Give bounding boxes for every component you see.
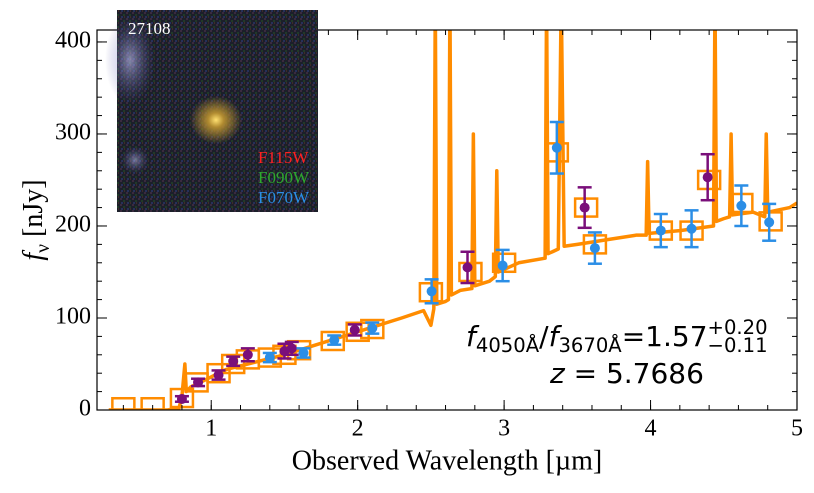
y-tick-label: 0 [79,396,91,422]
y-tick-label: 200 [55,211,91,237]
annotation-part: −0.11 [708,334,768,357]
model-photometry [345,321,370,343]
data-point [176,393,187,404]
y-tick-label: 400 [55,27,91,53]
inset-source [105,15,155,105]
model-photometry [140,396,165,410]
data-point [655,225,666,236]
annotation-part: z [549,357,566,390]
inset-filter-label: F090W [258,168,310,187]
annotation: f4050Å/f3670Å=1.57+0.20 −0.11 [466,316,768,357]
x-tick-label: 4 [645,416,657,442]
model-photometry [696,169,722,191]
x-tick-label: 2 [352,416,364,442]
model-photometry [491,252,517,274]
model-photometry [458,261,483,283]
y-tick-label: 300 [55,119,91,145]
inset-source [121,146,149,174]
data-point [589,243,600,254]
x-tick-label: 1 [205,416,217,442]
data-point [462,262,473,273]
data-point [686,223,697,234]
data-point [367,323,378,334]
x-tick-label: 5 [791,416,803,442]
plot-area [97,30,798,411]
model-photometry [111,396,136,410]
inset-id: 27108 [128,19,171,38]
data-point [579,202,590,213]
annotation-part: ν [33,244,54,253]
data-point [286,343,297,354]
annotation: z = 5.7686 [549,357,704,390]
y-axis-label: fν [nJy] [18,179,53,260]
data-point [349,324,360,335]
data-point [551,142,562,153]
annotation-part: / [539,320,549,353]
data-point [329,335,340,346]
model-photometry [320,330,346,352]
annotation-part: = 5.7686 [565,357,704,390]
data-point [193,377,204,388]
model-photometry [758,211,783,232]
inset-filter-label: F070W [258,188,310,207]
data-point [298,347,309,358]
inset-galaxy [190,96,242,144]
annotation-part: f [18,250,49,261]
annotation-part: 4050Å [476,334,540,357]
annotation-part: 3670Å [558,334,622,357]
data-layer [108,30,797,410]
data-point [264,352,275,363]
inset-filter-label: F115W [258,148,309,167]
annotation-part: [nJy] [18,179,49,244]
plot-frame [96,29,798,411]
data-point [228,356,239,367]
data-point [213,370,224,381]
data-point [702,172,713,183]
x-tick-label: 3 [498,416,510,442]
x-axis-label: Observed Wavelength [µm] [292,445,602,476]
data-point [242,349,253,360]
data-point [497,260,508,271]
annotation-part: =1.57 [622,320,708,353]
model-photometry [360,318,385,340]
annotation-part: +0.20 [708,316,768,339]
data-point [426,286,437,297]
model-photometry [573,197,599,218]
y-tick-label: 100 [55,303,91,329]
model-photometry [220,353,246,375]
data-point [736,200,747,211]
data-point [764,217,775,228]
